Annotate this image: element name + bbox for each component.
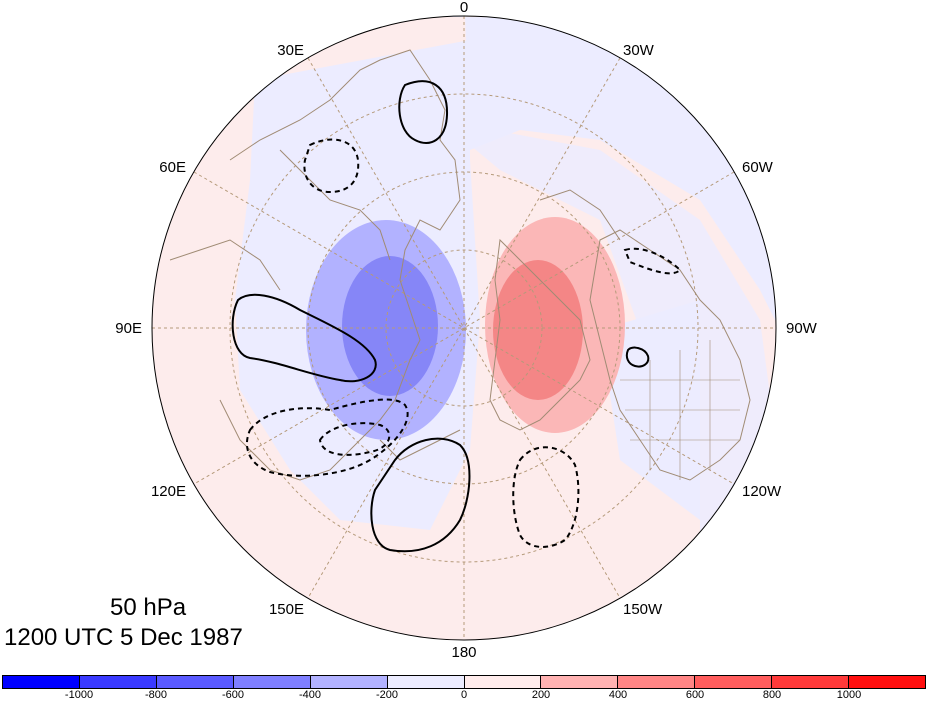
colorbar-tick-label: 1000: [836, 689, 862, 701]
lon-label-90e: 90E: [115, 320, 142, 337]
lon-label-120w: 120W: [742, 483, 782, 500]
meridian: [307, 57, 621, 599]
colorbar-tick-label: 0: [460, 689, 468, 701]
colorbar-swatch: [79, 676, 157, 688]
colorbar-tick-label: 400: [608, 689, 628, 701]
meridian: [193, 171, 735, 485]
meridian: [193, 171, 735, 485]
colorbar-swatch: [695, 676, 773, 688]
lon-label-60w: 60W: [742, 159, 774, 176]
colorbar-swatch: [772, 676, 850, 688]
colorbar-tick-label: -200: [375, 689, 399, 701]
colorbar-swatch: [156, 676, 234, 688]
colorbar-tick-label: -1000: [64, 689, 94, 701]
colorbar-tick-label: -600: [221, 689, 245, 701]
dashed-contour: [318, 422, 391, 456]
eurasia-coast: [219, 49, 461, 481]
bering-coast: [379, 429, 461, 461]
dashed-contour: [623, 247, 682, 275]
solid-contour: [398, 80, 449, 144]
negative-400-contour: [342, 256, 438, 396]
arctic-islands: [539, 189, 621, 241]
colorbar-tick-label: 600: [685, 689, 705, 701]
dashed-contour: [303, 138, 360, 194]
state-borders: [620, 340, 740, 480]
solid-contour: [231, 293, 377, 383]
longitude-labels: 0 30W 60W 90W 120W 150W 180 150E 120E 90…: [115, 0, 817, 661]
colorbar-swatch: [3, 676, 80, 688]
colorbar-tick-label: 800: [762, 689, 782, 701]
asia-coast: [169, 239, 281, 291]
meridian: [307, 57, 621, 599]
dashed-contour: [245, 398, 409, 477]
colorbar-swatch: [387, 676, 465, 688]
lon-label-150e: 150E: [269, 601, 304, 618]
lon-label-150w: 150W: [623, 601, 663, 618]
colorbar-swatch: [541, 676, 619, 688]
negative-region-north: [250, 16, 776, 330]
colorbar-swatch: [849, 676, 926, 688]
coastlines: [169, 49, 751, 481]
lon-label-0: 0: [460, 0, 468, 16]
map-border: [151, 15, 777, 641]
lon-label-30w: 30W: [623, 42, 655, 59]
pressure-level-label: 50 hPa: [110, 594, 187, 621]
colorbar-swatch: [310, 676, 388, 688]
colorbar: [2, 675, 926, 689]
lon-label-180: 180: [451, 644, 476, 661]
colorbar-tick-label: -800: [144, 689, 168, 701]
solid-contour: [370, 437, 471, 553]
overlay-contours: [231, 80, 682, 553]
colorbar-tick-label: 200: [531, 689, 551, 701]
solid-contour: [625, 346, 650, 368]
colorbar-swatch: [233, 676, 311, 688]
colorbar-swatch: [618, 676, 696, 688]
valid-time-label: 1200 UTC 5 Dec 1987: [4, 624, 243, 651]
graticule: [152, 16, 776, 640]
colorbar-swatch: [464, 676, 542, 688]
colorbar-labels: -1000 -800 -600 -400 -200 0 200 400 600 800 1000: [2, 689, 926, 702]
positive-400-contour: [493, 260, 583, 400]
lon-label-60e: 60E: [159, 159, 186, 176]
lon-label-30e: 30E: [277, 42, 304, 59]
negative-region-east: [440, 120, 776, 640]
dashed-contour: [512, 446, 580, 548]
lon-label-120e: 120E: [151, 483, 186, 500]
colorbar-tick-label: -400: [298, 689, 322, 701]
lon-label-90w: 90W: [786, 320, 818, 337]
europe-coast: [279, 149, 391, 261]
greenland-coast: [489, 238, 591, 431]
